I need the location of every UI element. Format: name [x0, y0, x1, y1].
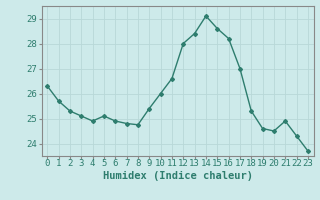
X-axis label: Humidex (Indice chaleur): Humidex (Indice chaleur): [103, 171, 252, 181]
